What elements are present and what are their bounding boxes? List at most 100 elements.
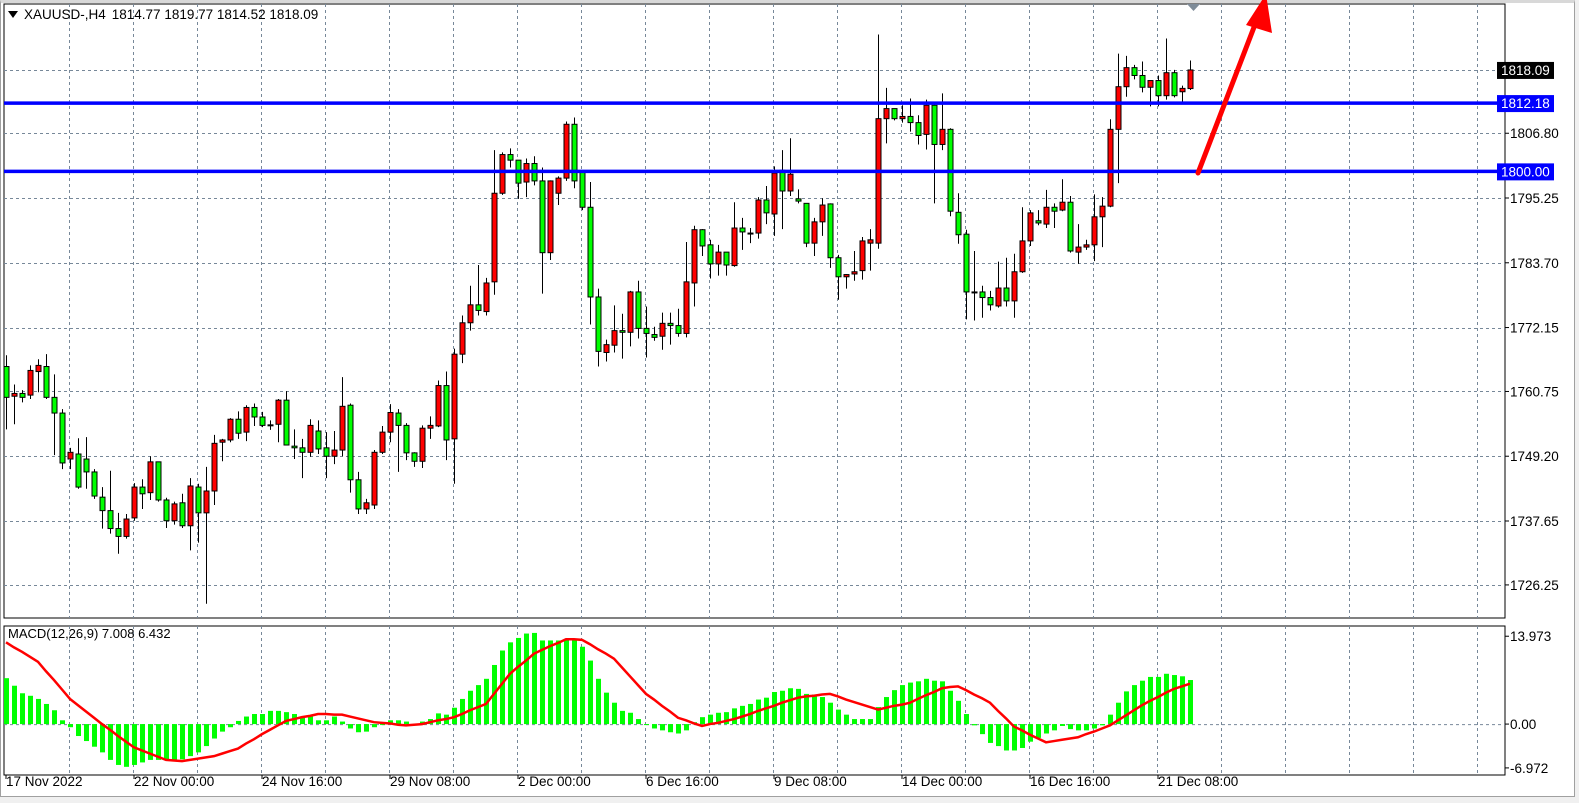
candle[interactable]: [979, 285, 986, 318]
candle[interactable]: [539, 167, 546, 294]
candle[interactable]: [211, 434, 218, 506]
candle[interactable]: [899, 105, 906, 123]
candle[interactable]: [835, 254, 842, 300]
candle[interactable]: [1139, 61, 1146, 93]
candle[interactable]: [219, 438, 226, 462]
candle[interactable]: [1171, 69, 1178, 98]
candle[interactable]: [27, 365, 34, 400]
triangle-down-icon[interactable]: [8, 11, 18, 18]
candle[interactable]: [275, 399, 282, 443]
candle[interactable]: [1011, 253, 1018, 318]
candle[interactable]: [499, 152, 506, 195]
candle[interactable]: [19, 390, 26, 403]
candle[interactable]: [459, 315, 466, 364]
candle[interactable]: [603, 339, 610, 362]
candle[interactable]: [43, 354, 50, 400]
candle[interactable]: [587, 182, 594, 325]
candle[interactable]: [619, 313, 626, 359]
candle[interactable]: [1027, 210, 1034, 246]
candle[interactable]: [115, 512, 122, 554]
candle[interactable]: [171, 501, 178, 525]
candle[interactable]: [1083, 239, 1090, 250]
candle[interactable]: [667, 312, 674, 345]
candle[interactable]: [227, 418, 234, 443]
candle[interactable]: [1115, 53, 1122, 184]
candle[interactable]: [387, 404, 394, 443]
candle[interactable]: [883, 87, 890, 144]
candle[interactable]: [859, 236, 866, 280]
candle[interactable]: [651, 326, 658, 341]
candle[interactable]: [123, 513, 130, 539]
candle[interactable]: [251, 403, 258, 426]
candle[interactable]: [83, 437, 90, 489]
candle[interactable]: [819, 198, 826, 236]
candle[interactable]: [547, 180, 554, 260]
candle[interactable]: [971, 251, 978, 321]
candle[interactable]: [1179, 85, 1186, 103]
candle[interactable]: [235, 411, 242, 439]
chart-shift-marker-icon[interactable]: [1187, 4, 1200, 11]
candle[interactable]: [1059, 179, 1066, 212]
candle[interactable]: [67, 447, 74, 470]
candle[interactable]: [843, 273, 850, 289]
candle[interactable]: [403, 423, 410, 461]
candle[interactable]: [683, 242, 690, 338]
candle[interactable]: [1003, 257, 1010, 307]
candle[interactable]: [435, 380, 442, 428]
candle[interactable]: [1107, 119, 1114, 208]
candle[interactable]: [611, 305, 618, 353]
candle[interactable]: [99, 487, 106, 529]
candle[interactable]: [75, 438, 82, 489]
candle[interactable]: [955, 193, 962, 244]
candle[interactable]: [35, 359, 42, 393]
candle[interactable]: [1067, 196, 1074, 253]
candle[interactable]: [371, 450, 378, 509]
candle[interactable]: [1075, 224, 1082, 264]
candle[interactable]: [763, 185, 770, 225]
candle[interactable]: [107, 470, 114, 534]
candle[interactable]: [747, 228, 754, 244]
candle[interactable]: [363, 498, 370, 514]
candle[interactable]: [595, 288, 602, 367]
candle[interactable]: [795, 189, 802, 204]
candle[interactable]: [131, 483, 138, 521]
candle[interactable]: [475, 265, 482, 316]
candle[interactable]: [891, 108, 898, 121]
candle[interactable]: [635, 280, 642, 339]
candle[interactable]: [659, 312, 666, 350]
candle[interactable]: [179, 493, 186, 529]
candle[interactable]: [579, 171, 586, 211]
candle[interactable]: [291, 429, 298, 460]
candle[interactable]: [699, 229, 706, 257]
candle[interactable]: [59, 409, 66, 470]
candle[interactable]: [1099, 197, 1106, 248]
candle[interactable]: [867, 229, 874, 271]
candle[interactable]: [851, 251, 858, 281]
candle[interactable]: [491, 150, 498, 295]
candle[interactable]: [443, 371, 450, 461]
candle[interactable]: [803, 202, 810, 248]
candle[interactable]: [51, 374, 58, 456]
candle[interactable]: [1019, 207, 1026, 273]
candle[interactable]: [915, 115, 922, 145]
candle[interactable]: [755, 197, 762, 239]
candle[interactable]: [307, 419, 314, 457]
candle[interactable]: [195, 483, 202, 543]
candle[interactable]: [1043, 189, 1050, 229]
candle[interactable]: [787, 138, 794, 197]
candle[interactable]: [3, 355, 10, 430]
candle[interactable]: [715, 244, 722, 276]
candle[interactable]: [259, 411, 266, 428]
candle[interactable]: [91, 469, 98, 499]
candle[interactable]: [339, 377, 346, 457]
candle[interactable]: [355, 471, 362, 514]
candle[interactable]: [283, 391, 290, 446]
candle[interactable]: [411, 452, 418, 467]
candle[interactable]: [243, 405, 250, 442]
candle[interactable]: [467, 285, 474, 331]
candle[interactable]: [507, 148, 514, 168]
candle[interactable]: [1051, 203, 1058, 229]
candle[interactable]: [643, 306, 650, 358]
candle[interactable]: [267, 420, 274, 430]
